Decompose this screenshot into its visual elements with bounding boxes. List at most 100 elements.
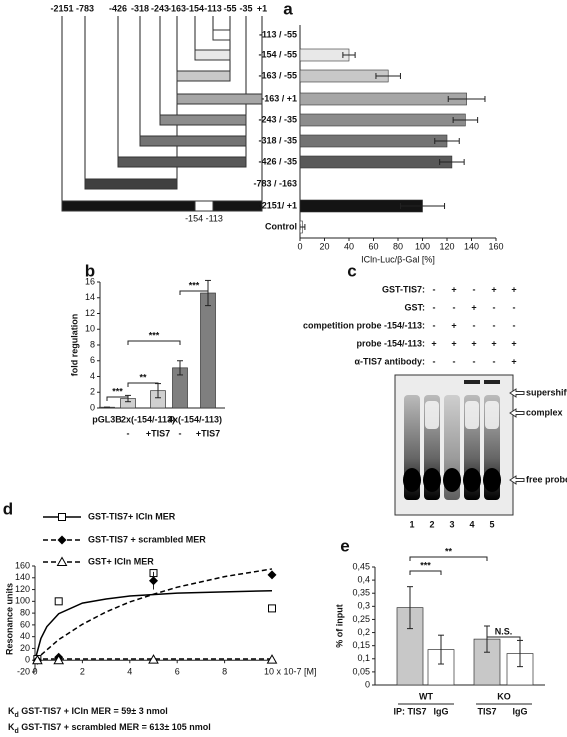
marker xyxy=(149,576,158,586)
construct-position: -55 xyxy=(223,3,236,13)
category-label: -243 / -35 xyxy=(258,114,297,124)
error-bar xyxy=(177,360,183,376)
panel-letter: b xyxy=(85,261,95,280)
sign: + xyxy=(491,284,496,294)
error-bar xyxy=(447,96,486,102)
significance-label: *** xyxy=(112,386,123,396)
free-probe-band xyxy=(423,468,441,492)
y-tick-label: 14 xyxy=(85,292,95,302)
x-tick-label: 140 xyxy=(464,241,479,251)
y-tick-label: 4 xyxy=(90,371,95,381)
sign: - xyxy=(493,356,496,366)
bar xyxy=(299,134,448,148)
error-bar xyxy=(299,224,306,230)
marker xyxy=(58,513,66,521)
y-tick-label: 120 xyxy=(15,584,30,594)
category-label: -113 / -55 xyxy=(259,29,297,39)
band-label: supershift xyxy=(526,387,567,397)
sign: + xyxy=(451,284,456,294)
error-bar xyxy=(399,203,446,209)
y-tick-label: 0,3 xyxy=(357,601,370,611)
row-label: GST: xyxy=(404,302,425,312)
category-label: -318 / -35 xyxy=(258,135,297,145)
significance-label: *** xyxy=(149,330,160,340)
category-label: -783 / -163 xyxy=(253,178,297,188)
free-probe-band xyxy=(463,468,481,492)
x-tick-label: 20 xyxy=(319,241,329,251)
marker xyxy=(53,654,65,665)
significance-bracket xyxy=(106,396,129,401)
category-label: -163 / -55 xyxy=(258,70,297,80)
lane-number: 3 xyxy=(449,519,454,529)
kd-symbol: K xyxy=(8,722,15,732)
error-bar xyxy=(434,138,460,144)
supershift-band xyxy=(484,380,500,384)
category-label: - xyxy=(127,428,130,438)
lane-number: 1 xyxy=(409,519,414,529)
significance-bracket xyxy=(127,340,181,345)
error-bar xyxy=(439,159,465,165)
x-tick-label: 10 x 10-7 [M] xyxy=(264,667,317,677)
y-tick-label: 140 xyxy=(15,572,30,582)
fit-curve xyxy=(34,568,273,661)
y-axis-label: % of input xyxy=(334,604,344,648)
panel-letter: a xyxy=(283,0,293,18)
x-axis-label: ICln-Luc/β-Gal [%] xyxy=(361,254,435,264)
sign: + xyxy=(471,302,476,312)
sign: + xyxy=(451,338,456,348)
y-tick-label: 40 xyxy=(20,631,30,641)
construct-bar xyxy=(176,70,231,82)
x-tick-label: 0 xyxy=(32,667,37,677)
significance-bracket xyxy=(486,636,521,641)
panel-letter: c xyxy=(347,261,356,280)
supershift-band xyxy=(464,380,480,384)
kd-symbol: K xyxy=(8,706,15,716)
band-label: free probe xyxy=(526,474,567,484)
construct-bar xyxy=(212,29,231,41)
sign: - xyxy=(493,302,496,312)
error-bar xyxy=(375,73,401,79)
construct-position: -154 xyxy=(186,3,204,13)
sign: - xyxy=(433,284,436,294)
y-tick-label: 8 xyxy=(90,339,95,349)
y-tick-label: 0,45 xyxy=(352,561,370,571)
group-label: 2x(-154/-113) xyxy=(121,414,175,424)
complex-band xyxy=(485,401,499,429)
panel-letter: d xyxy=(3,499,13,518)
significance-bracket xyxy=(409,570,442,575)
fit-curve xyxy=(34,589,273,661)
significance-bracket xyxy=(127,382,159,387)
construct-bar xyxy=(176,93,263,105)
y-tick-label: 12 xyxy=(85,308,95,318)
significance-label: *** xyxy=(420,560,431,570)
sign: - xyxy=(493,320,496,330)
x-tick-label: 8 xyxy=(222,667,227,677)
significance-bracket xyxy=(179,290,209,295)
sign: - xyxy=(453,356,456,366)
row-label: α-TIS7 antibody: xyxy=(354,356,425,366)
category-label: +TIS7 xyxy=(196,428,220,438)
marker xyxy=(148,654,159,664)
x-tick-label: 40 xyxy=(344,241,354,251)
construct-position: -426 xyxy=(109,3,127,13)
y-tick-label: 10 xyxy=(85,324,95,334)
significance-bracket xyxy=(409,556,488,561)
construct-position: -318 xyxy=(131,3,149,13)
y-tick-label: 6 xyxy=(90,355,95,365)
x-tick-label: 160 xyxy=(488,241,503,251)
group-label: 4x(-154/-113) xyxy=(168,414,222,424)
error-bar xyxy=(438,634,444,665)
legend-label: GST-TIS7 + scrambled MER xyxy=(88,534,206,544)
y-tick-label: 100 xyxy=(15,596,30,606)
free-probe-band xyxy=(403,468,421,492)
construct-bar xyxy=(84,178,178,190)
y-tick-label: 20 xyxy=(20,643,30,653)
sign: - xyxy=(433,356,436,366)
y-tick-label: 0,05 xyxy=(352,666,370,676)
group-label: KO xyxy=(497,691,511,701)
lane-number: 4 xyxy=(469,519,474,529)
band-arrow xyxy=(509,388,525,398)
band-arrow xyxy=(509,475,525,485)
construct-position: -243 xyxy=(151,3,169,13)
